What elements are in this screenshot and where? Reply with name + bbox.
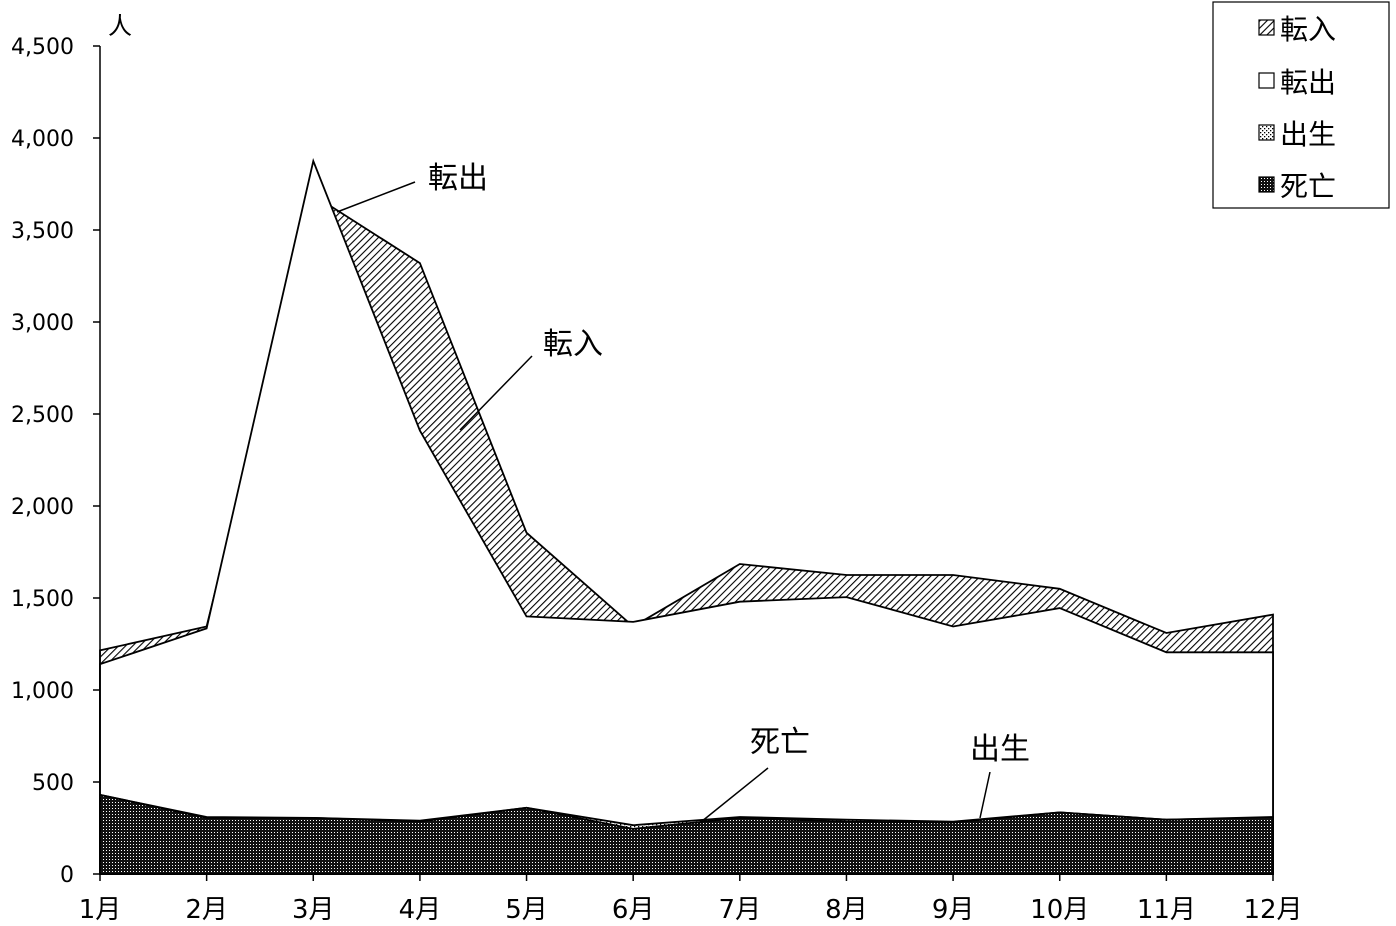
axes: [99, 46, 1273, 875]
annotation-leader-tennyu: [459, 355, 533, 431]
x-tick-label: 12月: [1243, 895, 1302, 925]
y-tick-label: 0: [60, 863, 74, 888]
y-ticks: 0 500 1,000 1,500 2,000 2,500 3,000 3,500 4,000 4…: [11, 35, 100, 888]
y-tick-label: 1,000: [11, 679, 74, 704]
x-tick-label: 5月: [505, 895, 548, 925]
annotation-box-shibou: [740, 713, 824, 765]
annotations: 転出 転入 死亡 出生: [336, 161, 1048, 827]
legend: 転入 転出 出生 死亡: [1212, 1, 1390, 209]
x-tick-label: 6月: [612, 895, 655, 925]
area-series-shibou: [99, 793, 1274, 875]
y-unit-label: 人: [108, 12, 132, 40]
y-tick-label: 1,500: [11, 587, 74, 612]
annotation-leader-shibou: [695, 767, 769, 827]
annotation-leader-shussei: [979, 771, 991, 819]
legend-swatch-shussei: [1258, 124, 1275, 141]
annotation-leader-tenshutsu: [336, 181, 416, 213]
x-tick-label: 9月: [932, 895, 975, 925]
x-tick-label: 8月: [825, 895, 868, 925]
annotation-tenshutsu: 転出: [428, 161, 488, 196]
x-tick-label: 1月: [79, 895, 122, 925]
x-tick-label: 2月: [185, 895, 228, 925]
legend-box: [1212, 1, 1390, 209]
x-tick-label: 4月: [399, 895, 442, 925]
y-tick-label: 4,500: [11, 35, 74, 60]
x-tick-label: 7月: [719, 895, 762, 925]
y-tick-label: 3,000: [11, 311, 74, 336]
legend-label-shibou: 死亡: [1280, 170, 1336, 203]
legend-swatch-tennyu: [1258, 19, 1275, 36]
x-tick-label: 10月: [1030, 895, 1089, 925]
y-tick-label: 3,500: [11, 219, 74, 244]
annotation-box-shussei: [960, 720, 1048, 772]
y-tick-label: 2,000: [11, 495, 74, 520]
legend-label-tenshutsu: 転出: [1280, 66, 1336, 99]
area-series-tenshutsu: [99, 157, 1274, 875]
legend-swatch-shibou: [1258, 176, 1275, 193]
x-ticks: 1月 2月 3月 4月 5月 6月 7月 8月 9月 10月 11月 12月: [79, 874, 1303, 925]
legend-label-tennyu: 転入: [1280, 13, 1336, 46]
annotation-tennyu: 転入: [543, 327, 603, 362]
legend-swatch-tenshutsu: [1258, 72, 1275, 89]
plot-areas: [99, 157, 1274, 875]
y-tick-label: 2,500: [11, 403, 74, 428]
x-tick-label: 3月: [292, 895, 335, 925]
annotation-shussei: 出生: [970, 732, 1030, 767]
y-tick-label: 500: [32, 771, 74, 796]
annotation-shibou: 死亡: [750, 725, 810, 760]
legend-label-shussei: 出生: [1280, 118, 1336, 151]
x-tick-label: 11月: [1137, 895, 1196, 925]
y-tick-label: 4,000: [11, 127, 74, 152]
